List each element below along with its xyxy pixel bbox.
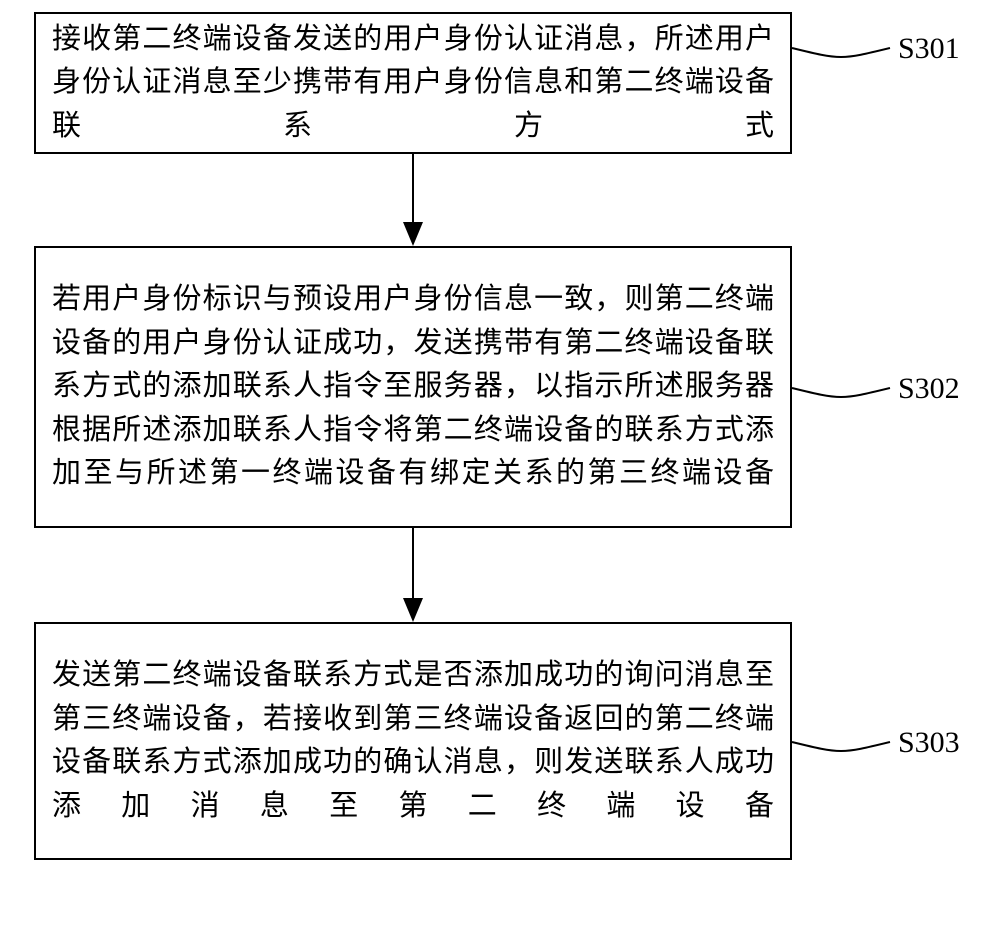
- flow-arrow: [0, 0, 1000, 948]
- flowchart-canvas: 接收第二终端设备发送的用户身份认证消息，所述用户身份认证消息至少携带有用户身份信…: [0, 0, 1000, 948]
